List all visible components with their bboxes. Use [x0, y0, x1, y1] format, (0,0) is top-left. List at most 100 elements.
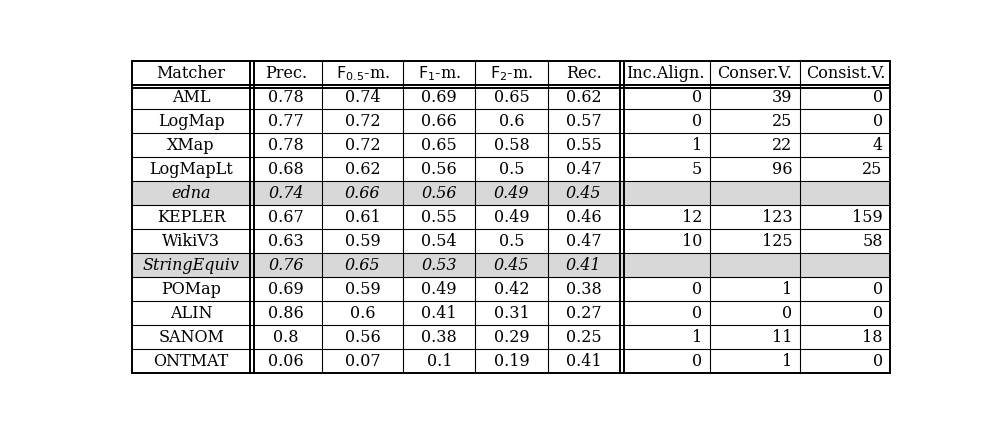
- Text: 4: 4: [872, 137, 882, 154]
- Text: $\mathrm{F}_{2}$-m.: $\mathrm{F}_{2}$-m.: [490, 64, 533, 83]
- Text: 0.42: 0.42: [494, 280, 529, 298]
- Text: 0.58: 0.58: [494, 137, 529, 154]
- Text: 0.72: 0.72: [344, 113, 380, 130]
- Text: AML: AML: [172, 89, 211, 106]
- Text: Conser.V.: Conser.V.: [718, 65, 792, 82]
- Text: WikiV3: WikiV3: [162, 233, 221, 249]
- Text: 0.6: 0.6: [499, 113, 524, 130]
- Text: 25: 25: [772, 113, 792, 130]
- Text: 0.74: 0.74: [268, 185, 303, 202]
- Text: 12: 12: [682, 209, 703, 226]
- Bar: [133, 253, 890, 277]
- Text: 1: 1: [692, 137, 703, 154]
- Text: 0.49: 0.49: [494, 185, 529, 202]
- Text: 0.1: 0.1: [426, 352, 452, 369]
- Text: 0.25: 0.25: [566, 329, 602, 345]
- Text: edna: edna: [172, 185, 211, 202]
- Text: 0.5: 0.5: [499, 161, 524, 178]
- Text: 1: 1: [692, 329, 703, 345]
- Text: 0.27: 0.27: [566, 304, 602, 321]
- Text: 0: 0: [693, 280, 703, 298]
- Text: 0: 0: [693, 113, 703, 130]
- Bar: [133, 181, 890, 205]
- Text: 0: 0: [872, 113, 882, 130]
- Text: 0.41: 0.41: [566, 352, 602, 369]
- Text: 0.76: 0.76: [268, 257, 303, 273]
- Text: 0.45: 0.45: [494, 257, 529, 273]
- Text: 0: 0: [872, 89, 882, 106]
- Text: KEPLER: KEPLER: [157, 209, 226, 226]
- Text: 0: 0: [872, 280, 882, 298]
- Text: 0.53: 0.53: [421, 257, 457, 273]
- Text: 0.67: 0.67: [268, 209, 303, 226]
- Text: 0: 0: [782, 304, 792, 321]
- Text: LogMap: LogMap: [158, 113, 225, 130]
- Text: 0.38: 0.38: [421, 329, 457, 345]
- Text: 0.41: 0.41: [566, 257, 602, 273]
- Text: 10: 10: [682, 233, 703, 249]
- Text: 0.46: 0.46: [566, 209, 602, 226]
- Text: ALIN: ALIN: [170, 304, 213, 321]
- Text: 0.77: 0.77: [268, 113, 303, 130]
- Text: 0.66: 0.66: [421, 113, 457, 130]
- Text: StringEquiv: StringEquiv: [143, 257, 240, 273]
- Text: 0: 0: [693, 304, 703, 321]
- Text: 96: 96: [772, 161, 792, 178]
- Text: 0.55: 0.55: [566, 137, 602, 154]
- Text: 0.65: 0.65: [494, 89, 529, 106]
- Text: 1: 1: [782, 280, 792, 298]
- Text: 0.63: 0.63: [268, 233, 303, 249]
- Text: 0: 0: [872, 304, 882, 321]
- Text: Prec.: Prec.: [264, 65, 307, 82]
- Text: 58: 58: [862, 233, 882, 249]
- Text: 0.6: 0.6: [350, 304, 375, 321]
- Text: 1: 1: [782, 352, 792, 369]
- Text: 0.59: 0.59: [344, 280, 380, 298]
- Text: Matcher: Matcher: [157, 65, 226, 82]
- Text: 0.47: 0.47: [566, 161, 602, 178]
- Text: 0.07: 0.07: [344, 352, 380, 369]
- Text: 0.38: 0.38: [566, 280, 602, 298]
- Text: 0.31: 0.31: [494, 304, 529, 321]
- Text: 0.68: 0.68: [268, 161, 303, 178]
- Text: 0.54: 0.54: [421, 233, 457, 249]
- Text: 22: 22: [772, 137, 792, 154]
- Text: 0: 0: [693, 352, 703, 369]
- Text: $\mathrm{F}_{1}$-m.: $\mathrm{F}_{1}$-m.: [418, 64, 461, 83]
- Text: Rec.: Rec.: [566, 65, 602, 82]
- Text: 18: 18: [862, 329, 882, 345]
- Text: 0.06: 0.06: [268, 352, 303, 369]
- Text: 0.56: 0.56: [344, 329, 380, 345]
- Text: 0.74: 0.74: [344, 89, 380, 106]
- Text: 0.62: 0.62: [566, 89, 602, 106]
- Text: $\mathrm{F}_{0.5}$-m.: $\mathrm{F}_{0.5}$-m.: [335, 64, 389, 83]
- Text: 0.56: 0.56: [421, 161, 457, 178]
- Text: Consist.V.: Consist.V.: [805, 65, 885, 82]
- Text: 0.66: 0.66: [345, 185, 380, 202]
- Text: XMap: XMap: [168, 137, 215, 154]
- Text: Inc.Align.: Inc.Align.: [626, 65, 705, 82]
- Text: 0.61: 0.61: [344, 209, 380, 226]
- Text: ONTMAT: ONTMAT: [154, 352, 229, 369]
- Text: 0: 0: [872, 352, 882, 369]
- Text: 0.49: 0.49: [421, 280, 457, 298]
- Text: 0.55: 0.55: [421, 209, 457, 226]
- Text: 0: 0: [693, 89, 703, 106]
- Text: 0.56: 0.56: [421, 185, 457, 202]
- Text: 0.86: 0.86: [268, 304, 303, 321]
- Text: 0.19: 0.19: [494, 352, 529, 369]
- Text: 125: 125: [761, 233, 792, 249]
- Text: 39: 39: [772, 89, 792, 106]
- Text: 0.78: 0.78: [268, 89, 303, 106]
- Text: 25: 25: [862, 161, 882, 178]
- Text: 0.78: 0.78: [268, 137, 303, 154]
- Text: 0.69: 0.69: [421, 89, 457, 106]
- Text: 0.47: 0.47: [566, 233, 602, 249]
- Text: 0.65: 0.65: [421, 137, 457, 154]
- Text: 0.72: 0.72: [344, 137, 380, 154]
- Text: 11: 11: [772, 329, 792, 345]
- Text: 0.45: 0.45: [566, 185, 602, 202]
- Text: 123: 123: [761, 209, 792, 226]
- Text: 5: 5: [692, 161, 703, 178]
- Text: 0.5: 0.5: [499, 233, 524, 249]
